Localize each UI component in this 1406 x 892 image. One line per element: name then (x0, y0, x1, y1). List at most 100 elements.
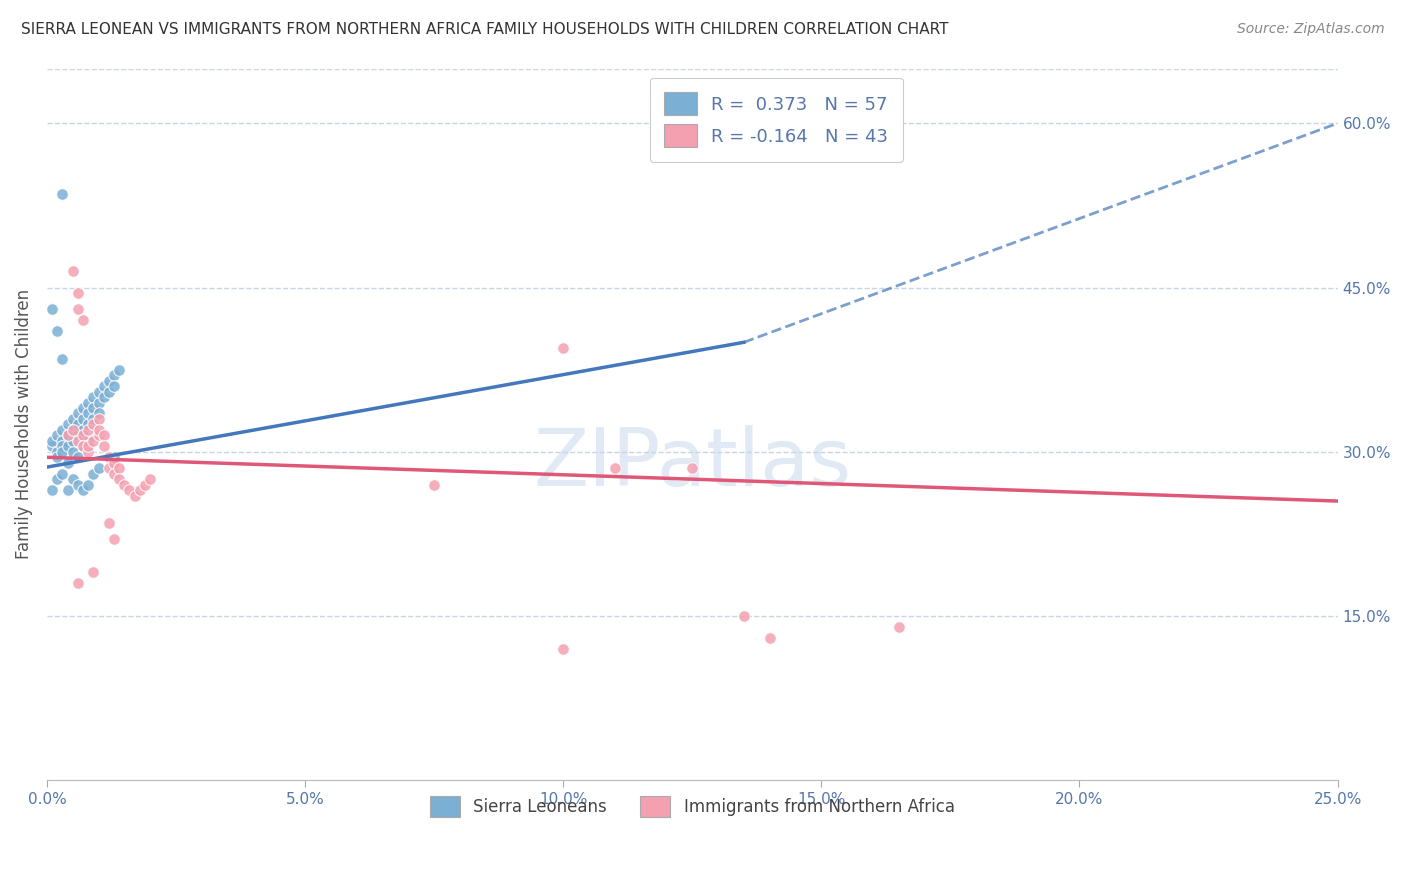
Point (103, 379, 125, 393)
Point (553, 341, 575, 355)
Point (97, 450, 120, 465)
Point (87, 428, 110, 442)
Point (128, 483, 150, 497)
Point (72, 313, 94, 327)
Point (51, 439, 73, 453)
Point (82, 390, 104, 404)
Point (51, 467, 73, 481)
Point (93, 379, 115, 393)
Point (62, 412, 84, 426)
Point (51, 187, 73, 202)
Point (62, 264, 84, 278)
Point (87, 461, 110, 475)
Point (62, 472, 84, 486)
Point (56, 456, 79, 470)
Point (72, 428, 94, 442)
Point (72, 483, 94, 497)
Text: SIERRA LEONEAN VS IMMIGRANTS FROM NORTHERN AFRICA FAMILY HOUSEHOLDS WITH CHILDRE: SIERRA LEONEAN VS IMMIGRANTS FROM NORTHE… (21, 22, 949, 37)
Point (56, 428, 79, 442)
Point (66, 302, 89, 317)
Point (97, 384, 120, 399)
Point (72, 439, 94, 453)
Point (118, 483, 141, 497)
Point (56, 483, 79, 497)
Point (66, 576, 89, 591)
Point (103, 456, 125, 470)
Point (62, 423, 84, 437)
Point (103, 368, 125, 383)
Point (82, 467, 104, 481)
Point (51, 444, 73, 458)
Point (41, 434, 63, 448)
Point (82, 417, 104, 432)
Point (72, 401, 94, 415)
Point (77, 395, 100, 409)
Point (66, 285, 89, 300)
Point (46, 444, 69, 458)
Point (82, 434, 104, 448)
Point (108, 461, 131, 475)
Point (603, 461, 626, 475)
Point (41, 439, 63, 453)
Point (56, 439, 79, 453)
Point (97, 374, 120, 388)
Point (553, 641, 575, 656)
Legend: Sierra Leoneans, Immigrants from Northern Africa: Sierra Leoneans, Immigrants from Norther… (422, 788, 963, 825)
Point (82, 401, 104, 415)
Point (87, 395, 110, 409)
Point (66, 428, 89, 442)
Point (41, 302, 63, 317)
Point (108, 472, 131, 486)
Point (87, 407, 110, 421)
Point (93, 439, 115, 453)
Text: ZIPatlas: ZIPatlas (533, 425, 851, 502)
Point (46, 324, 69, 338)
Point (423, 477, 446, 491)
Point (62, 444, 84, 458)
Point (66, 417, 89, 432)
Point (139, 472, 162, 486)
Point (72, 439, 94, 453)
Point (758, 631, 780, 645)
Point (108, 362, 131, 376)
Point (93, 428, 115, 442)
Point (77, 423, 100, 437)
Point (77, 407, 100, 421)
Point (87, 384, 110, 399)
Y-axis label: Family Households with Children: Family Households with Children (15, 289, 32, 559)
Point (103, 533, 125, 547)
Point (77, 439, 100, 453)
Point (46, 472, 69, 486)
Point (46, 450, 69, 465)
Point (62, 434, 84, 448)
Point (77, 434, 100, 448)
Point (77, 417, 100, 432)
Point (97, 461, 120, 475)
Point (97, 516, 120, 530)
Point (681, 461, 703, 475)
Point (56, 417, 79, 432)
Point (51, 423, 73, 437)
Point (87, 412, 110, 426)
Point (887, 620, 910, 634)
Point (733, 609, 755, 624)
Point (41, 483, 63, 497)
Text: Source: ZipAtlas.com: Source: ZipAtlas.com (1237, 22, 1385, 37)
Point (46, 428, 69, 442)
Point (51, 434, 73, 448)
Point (72, 412, 94, 426)
Point (112, 477, 135, 491)
Point (124, 489, 146, 503)
Point (72, 423, 94, 437)
Point (66, 407, 89, 421)
Point (66, 477, 89, 491)
Point (77, 477, 100, 491)
Point (82, 566, 104, 580)
Point (51, 351, 73, 366)
Point (66, 434, 89, 448)
Point (134, 477, 156, 491)
Point (82, 412, 104, 426)
Point (103, 450, 125, 465)
Point (103, 467, 125, 481)
Point (56, 428, 79, 442)
